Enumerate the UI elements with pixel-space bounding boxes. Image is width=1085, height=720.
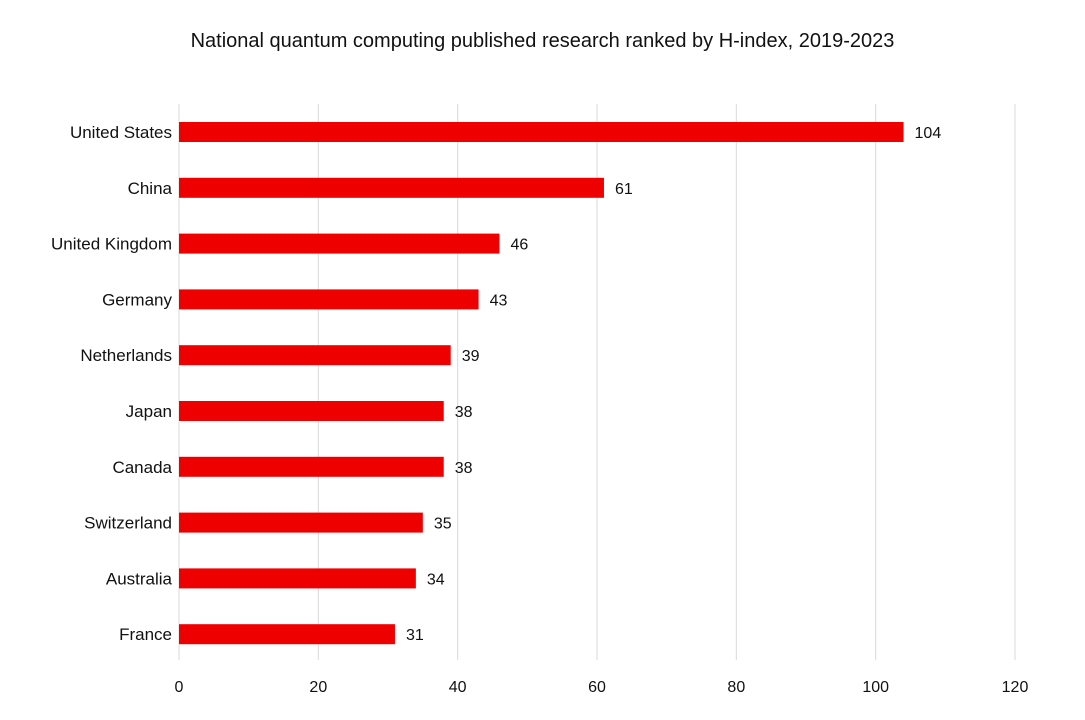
- data-label: 38: [455, 404, 473, 421]
- data-label: 43: [490, 292, 508, 309]
- category-label: United Kingdom: [51, 235, 172, 254]
- category-label: Switzerland: [84, 514, 172, 533]
- data-label: 46: [510, 237, 528, 254]
- data-label: 31: [406, 627, 424, 644]
- data-label: 104: [915, 125, 942, 142]
- x-tick-label: 80: [727, 679, 745, 696]
- x-tick-label: 100: [862, 679, 889, 696]
- chart-title: National quantum computing published res…: [190, 30, 895, 52]
- bar-united-kingdom: [179, 233, 500, 254]
- gridlines: [178, 104, 1016, 660]
- bar-france: [179, 624, 395, 645]
- category-label: Germany: [102, 290, 172, 309]
- category-label: Australia: [106, 569, 173, 588]
- category-label: France: [119, 625, 172, 644]
- data-label: 61: [615, 181, 633, 198]
- bar-switzerland: [179, 512, 423, 533]
- labels: 0 20 40 60 80 100 120 United States 104 China 61 Un…: [51, 123, 1028, 696]
- category-label: Japan: [126, 402, 172, 421]
- x-tick-label: 0: [175, 679, 184, 696]
- x-tick-label: 120: [1002, 679, 1029, 696]
- data-label: 35: [434, 516, 452, 533]
- category-label: United States: [70, 123, 172, 142]
- bar-canada: [179, 456, 444, 477]
- data-label: 34: [427, 571, 445, 588]
- category-label: China: [128, 179, 173, 198]
- bar-germany: [179, 289, 479, 310]
- bar-netherlands: [179, 345, 451, 366]
- category-label: Canada: [112, 458, 172, 477]
- x-tick-label: 40: [449, 679, 467, 696]
- x-tick-label: 60: [588, 679, 606, 696]
- bar-china: [179, 177, 604, 198]
- bar-japan: [179, 401, 444, 421]
- data-label: 39: [462, 348, 480, 365]
- bar-united-states: [179, 122, 904, 142]
- bars: [179, 122, 904, 645]
- data-label: 38: [455, 460, 473, 477]
- x-tick-label: 20: [309, 679, 327, 696]
- bar-australia: [179, 568, 416, 589]
- category-label: Netherlands: [80, 346, 172, 365]
